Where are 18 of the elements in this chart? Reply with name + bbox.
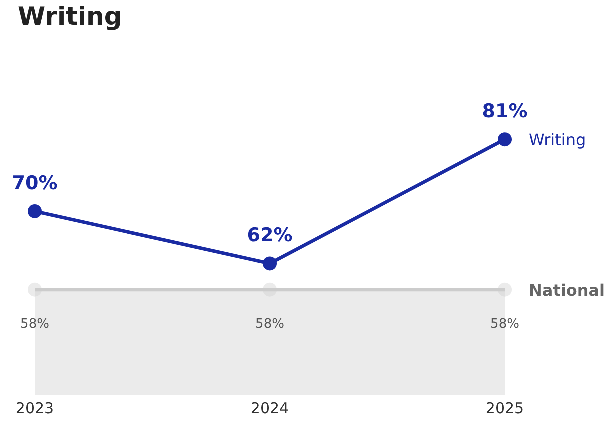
series-label: National [529, 280, 605, 300]
point [263, 256, 277, 271]
point [263, 282, 277, 297]
chart-title: Writing [18, 2, 122, 31]
data-label: 81% [482, 100, 528, 123]
data-label: 58% [490, 316, 520, 332]
data-label: 62% [247, 224, 293, 247]
x-tick-label: 2025 [486, 400, 524, 418]
x-tick-label: 2024 [250, 400, 290, 418]
data-label: 58% [256, 316, 284, 332]
point [28, 204, 42, 218]
point [498, 132, 512, 147]
series-label: Writing [529, 130, 586, 150]
point [498, 282, 512, 297]
data-label: 58% [20, 316, 50, 332]
x-tick-label: 2023 [16, 400, 54, 418]
point [28, 282, 42, 297]
data-label: 70% [12, 172, 58, 194]
